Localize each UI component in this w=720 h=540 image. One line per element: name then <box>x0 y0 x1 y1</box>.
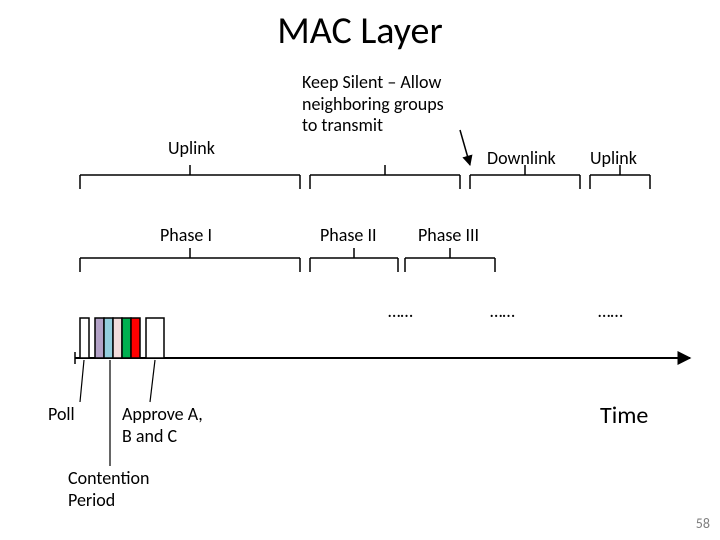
contention-period-label: Contention Period <box>68 468 149 511</box>
uplink-label-2: Uplink <box>590 148 637 170</box>
keep-silent-label: Keep Silent – Allow neighboring groups t… <box>302 72 444 137</box>
dots-1: …… <box>388 300 413 322</box>
uplink-label-1: Uplink <box>168 138 215 160</box>
approve-label: Approve A, B and C <box>122 404 203 447</box>
dots-2: …… <box>490 300 515 322</box>
time-axis-label: Time <box>600 402 648 431</box>
phase-1-label: Phase I <box>160 225 212 247</box>
dots-3: …… <box>598 300 623 322</box>
phase-3-label: Phase III <box>418 225 479 247</box>
downlink-label: Downlink <box>487 148 556 170</box>
slide-number: 58 <box>696 515 710 532</box>
slide-title: MAC Layer <box>0 8 720 54</box>
phase-2-label: Phase II <box>320 225 377 247</box>
poll-label: Poll <box>48 404 75 426</box>
